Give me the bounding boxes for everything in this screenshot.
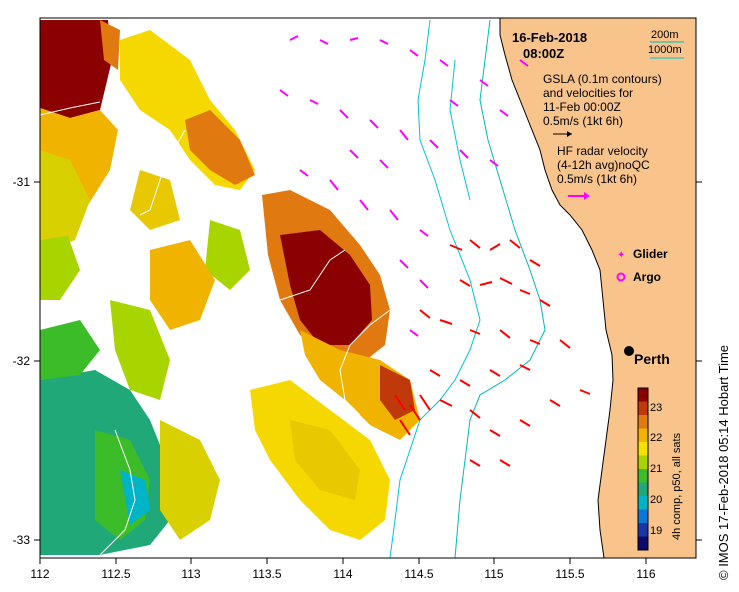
- colorbar-tick-label: 20: [650, 494, 662, 506]
- colorbar-block: [638, 401, 648, 416]
- credit-text: © IMOS 17-Feb-2018 05:14 Hobart Time: [716, 345, 731, 580]
- legend-200m-label: 200m: [651, 29, 679, 41]
- map-time: 08:00Z: [523, 46, 564, 61]
- plot-frame: [39, 17, 697, 559]
- x-tick-label: 115.5: [555, 567, 584, 581]
- x-axis: [39, 558, 647, 564]
- y-tick-label: -31: [13, 175, 31, 189]
- colorbar-block: [638, 536, 648, 551]
- x-tick-label: 114.5: [404, 567, 433, 581]
- colorbar-block: [638, 388, 648, 402]
- hf-legend-line3: 0.5m/s (1kt 6h): [557, 172, 637, 186]
- bathymetry-contours: [389, 19, 546, 559]
- colorbar-block: [638, 523, 648, 537]
- hf-radar-arrows: [394, 239, 591, 467]
- argo-label: Argo: [633, 270, 661, 284]
- x-tick-labels: 112 112.5 113 113.5 114 114.5 115 115.5 …: [30, 567, 655, 581]
- x-tick-label: 115: [484, 567, 503, 581]
- gsla-legend-line1: GSLA (0.1m contours): [543, 72, 662, 86]
- gsla-legend-line3: 11-Feb 00:00Z: [543, 100, 621, 114]
- y-tick-label: -33: [13, 533, 31, 547]
- perth-marker: [624, 346, 634, 356]
- gsla-legend-line2: and velocities for: [543, 86, 633, 100]
- colorbar-block: [638, 482, 648, 497]
- x-tick-label: 112.5: [101, 567, 130, 581]
- gsla-legend-arrowhead: [567, 131, 572, 137]
- colorbar-block: [638, 496, 648, 510]
- y-tick-labels: -31 -32 -33: [13, 175, 31, 547]
- colorbar-tick-label: 21: [650, 463, 662, 475]
- hf-legend-line1: HF radar velocity: [557, 144, 648, 158]
- x-tick-label: 114: [333, 567, 352, 581]
- colorbar-block: [638, 415, 648, 429]
- argo-icon: [616, 272, 626, 282]
- y-axis: [34, 181, 702, 541]
- colorbar-block: [638, 469, 648, 483]
- colorbar-block: [638, 509, 648, 524]
- perth-label: Perth: [634, 351, 670, 367]
- hf-legend-line2: (4-12h avg)noQC: [557, 158, 650, 172]
- x-tick-label: 112: [30, 567, 49, 581]
- glider-icon: ✦: [617, 250, 625, 261]
- colorbar-block: [638, 428, 648, 443]
- map-date: 16-Feb-2018: [512, 30, 587, 45]
- colorbar-tick-label: 23: [650, 402, 662, 414]
- colorbar-title: 4h comp, p50, all sats: [671, 432, 683, 540]
- colorbar: 23 22 21 20 19 4h comp, p50, all sats: [637, 387, 683, 551]
- sst-field: [40, 20, 420, 555]
- gsla-legend-line4: 0.5m/s (1kt 6h): [543, 114, 623, 128]
- hf-legend-arrowhead: [584, 192, 590, 200]
- gsla-velocity-arrows: [279, 35, 529, 337]
- colorbar-block: [638, 455, 648, 470]
- x-tick-label: 113: [181, 567, 200, 581]
- colorbar-block: [638, 442, 648, 456]
- y-tick-label: -32: [13, 354, 31, 368]
- colorbar-tick-label: 22: [650, 432, 662, 444]
- legend-1000m-label: 1000m: [648, 44, 682, 56]
- colorbar-frame: [637, 387, 649, 551]
- x-tick-label: 113.5: [252, 567, 281, 581]
- gsla-contours: [39, 101, 391, 556]
- x-tick-label: 116: [636, 567, 655, 581]
- colorbar-tick-label: 19: [650, 525, 662, 537]
- glider-label: Glider: [633, 247, 668, 261]
